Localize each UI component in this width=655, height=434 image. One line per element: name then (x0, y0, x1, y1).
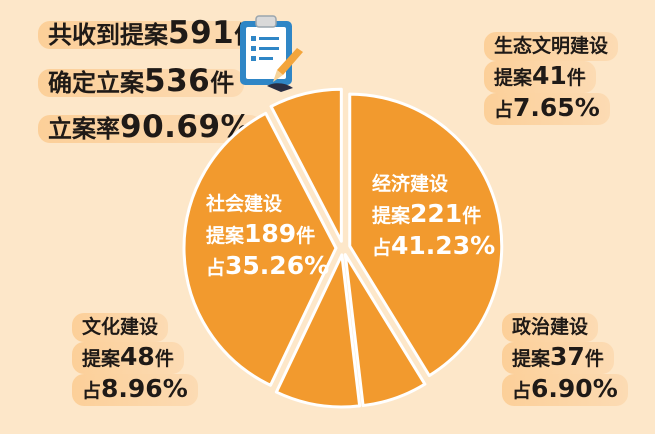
label-society-unit: 件 (296, 225, 316, 247)
pie-slice-1 (343, 253, 427, 408)
label-politics-unit: 件 (584, 348, 604, 370)
label-economy-pct: 41.23% (391, 231, 496, 260)
label-ecology-count-prefix: 提案 (494, 67, 533, 89)
label-society-count: 189 (244, 219, 297, 248)
label-economy-name: 经济建设 (372, 173, 449, 195)
rate-prefix: 立案率 (48, 115, 120, 143)
label-ecology-count: 41 (532, 61, 567, 90)
filed-value: 536 (144, 63, 211, 99)
rate-summary: 立案率90.69% (38, 110, 263, 146)
label-culture-unit: 件 (154, 348, 174, 370)
label-society-count-prefix: 提案 (206, 225, 245, 247)
label-politics-pct: 6.90% (531, 374, 618, 403)
label-society-pct-prefix: 占 (206, 257, 226, 279)
pie-slice-2 (274, 253, 362, 409)
label-culture: 文化建设 提案48件 占8.96% (72, 313, 198, 406)
pie-slice-0 (348, 92, 504, 378)
label-ecology-unit: 件 (566, 67, 586, 89)
filed-prefix: 确定立案 (48, 69, 144, 97)
label-economy-unit: 件 (462, 205, 482, 227)
label-culture-count: 48 (120, 342, 155, 371)
label-politics-name: 政治建设 (502, 313, 599, 342)
label-ecology-pct: 7.65% (513, 93, 600, 122)
filed-summary: 确定立案536件 (38, 63, 245, 100)
label-politics-count-prefix: 提案 (512, 348, 551, 370)
label-politics-pct-prefix: 占 (512, 380, 532, 402)
label-culture-count-prefix: 提案 (82, 348, 121, 370)
label-politics: 政治建设 提案37件 占6.90% (502, 313, 628, 406)
label-society-name: 社会建设 (206, 193, 283, 215)
label-culture-pct-prefix: 占 (82, 380, 102, 402)
label-economy-pct-prefix: 占 (372, 237, 392, 259)
pie-slice-3 (182, 111, 338, 387)
clipboard-checklist-icon (240, 15, 303, 92)
label-economy: 经济建设 提案221件 占41.23% (372, 170, 495, 263)
label-culture-name: 文化建设 (72, 313, 169, 342)
received-value: 591 (168, 15, 235, 51)
label-ecology-name: 生态文明建设 (484, 32, 619, 61)
label-economy-count: 221 (410, 199, 463, 228)
received-prefix: 共收到提案 (48, 21, 168, 49)
filed-suffix: 件 (210, 69, 235, 97)
label-culture-pct: 8.96% (101, 374, 188, 403)
label-society: 社会建设 提案189件 占35.26% (206, 190, 329, 283)
label-politics-count: 37 (550, 342, 585, 371)
label-ecology: 生态文明建设 提案41件 占7.65% (484, 32, 619, 125)
label-ecology-pct-prefix: 占 (494, 99, 514, 121)
label-economy-count-prefix: 提案 (372, 205, 411, 227)
pie-slice-4 (269, 87, 343, 243)
label-society-pct: 35.26% (225, 251, 330, 280)
